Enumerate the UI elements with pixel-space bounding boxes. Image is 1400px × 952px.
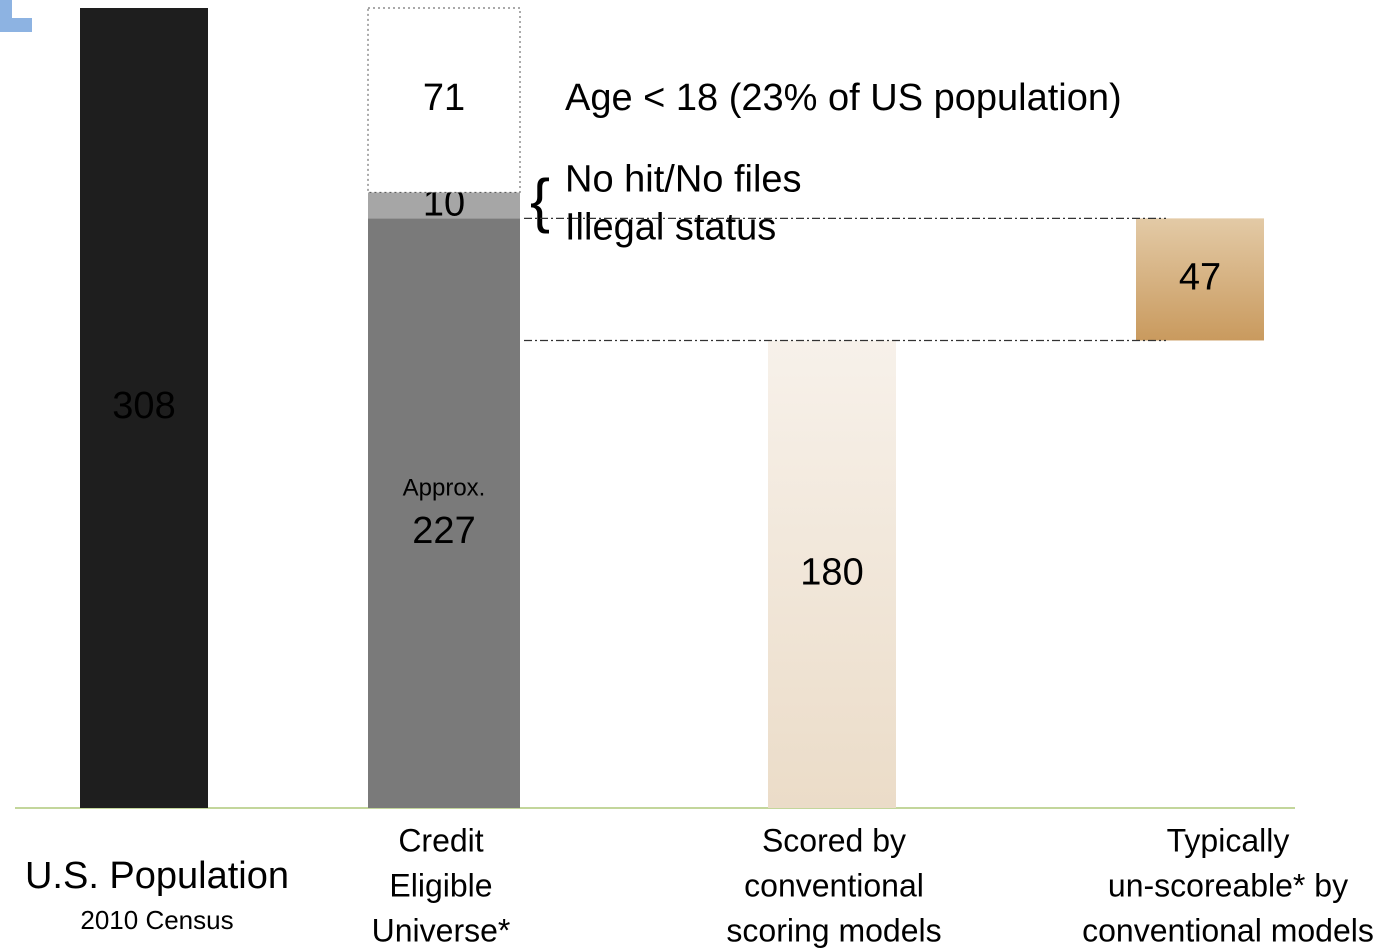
- category-label: scoring models: [726, 912, 941, 948]
- bar-segment: [1136, 218, 1264, 341]
- corner-decoration: [0, 0, 32, 32]
- brace: {: [530, 167, 550, 234]
- category-label: Universe*: [372, 912, 511, 948]
- category-label: U.S. Population: [25, 855, 289, 897]
- category-note: 2010 Census: [80, 905, 233, 935]
- bar-segment: [80, 8, 208, 808]
- annotation: Illegal status: [565, 206, 776, 248]
- value-label: 71: [423, 77, 465, 119]
- category-label: conventional models: [1082, 912, 1374, 948]
- category-label: conventional: [744, 867, 924, 903]
- bar-segment: [768, 340, 896, 808]
- bar-segment: [367, 7, 521, 193]
- bar-segment: [368, 218, 520, 808]
- category-label: Scored by: [762, 822, 906, 858]
- value-label: 227: [412, 510, 475, 552]
- category-label: un-scoreable* by: [1108, 867, 1348, 903]
- value-label: 308: [112, 385, 175, 427]
- value-label: 180: [800, 551, 863, 593]
- annotation: Age < 18 (23% of US population): [565, 77, 1122, 119]
- category-label: Typically: [1167, 822, 1290, 858]
- category-label: Eligible: [389, 867, 492, 903]
- annotation: No hit/No files: [565, 158, 802, 200]
- segment-note: Approx.: [403, 475, 486, 502]
- category-label: Credit: [398, 822, 483, 858]
- bar-segment: [368, 192, 520, 219]
- value-label: 47: [1179, 256, 1221, 298]
